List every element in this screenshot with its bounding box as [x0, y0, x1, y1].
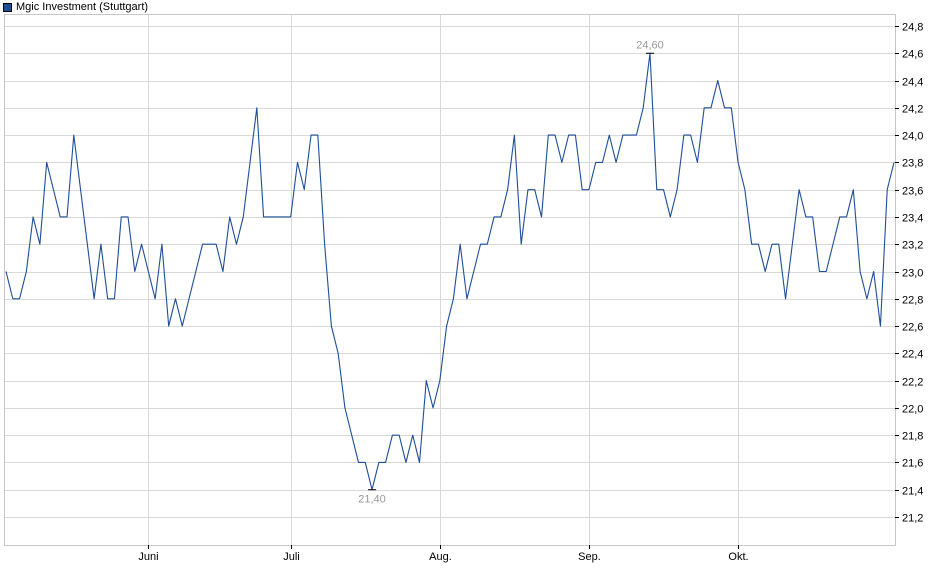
legend-swatch: [3, 2, 12, 12]
series-layer: [5, 52, 895, 491]
y-tick-label: 22,0: [902, 404, 923, 416]
x-tick-label: Juni: [138, 551, 158, 563]
y-tick-label: 24,6: [902, 49, 923, 61]
y-tick-label: 23,6: [902, 186, 923, 198]
axis-layer: 21,2 21,4 21,6 21,8 22,0 22,2 22,4 22,6 22,8 23,0…: [138, 22, 923, 564]
x-tick-label: Aug.: [429, 551, 452, 563]
grid-layer: [5, 15, 895, 545]
plot-area-border: [4, 14, 896, 546]
y-tick-label: 22,8: [902, 295, 923, 307]
y-tick-label: 21,6: [902, 458, 923, 470]
y-tick-label: 21,8: [902, 431, 923, 443]
x-tick-label: Juli: [283, 551, 300, 563]
legend-label: Mgic Investment (Stuttgart): [16, 1, 149, 13]
y-tick-label: 22,4: [902, 349, 923, 361]
y-tick-label: 24,0: [902, 131, 923, 143]
y-tick-label: 22,2: [902, 377, 923, 389]
price-line: [5, 52, 895, 491]
annotation-layer: 24,60 21,40: [358, 39, 663, 505]
y-tick-label: 24,8: [902, 22, 923, 34]
y-tick-label: 24,2: [902, 104, 923, 116]
low-label: 21,40: [358, 494, 386, 506]
y-tick-label: 24,4: [902, 77, 923, 89]
y-tick-label: 22,6: [902, 322, 923, 334]
y-tick-label: 23,4: [902, 213, 923, 225]
y-tick-label: 23,2: [902, 240, 923, 252]
y-tick-label: 23,8: [902, 158, 923, 170]
x-tick-label: Okt.: [728, 551, 748, 563]
y-tick-label: 21,2: [902, 513, 923, 525]
chart-legend: Mgic Investment (Stuttgart): [3, 0, 148, 14]
y-tick-label: 23,0: [902, 268, 923, 280]
high-label: 24,60: [636, 39, 664, 51]
x-tick-label: Sep.: [578, 551, 601, 563]
y-tick-label: 21,4: [902, 486, 923, 498]
